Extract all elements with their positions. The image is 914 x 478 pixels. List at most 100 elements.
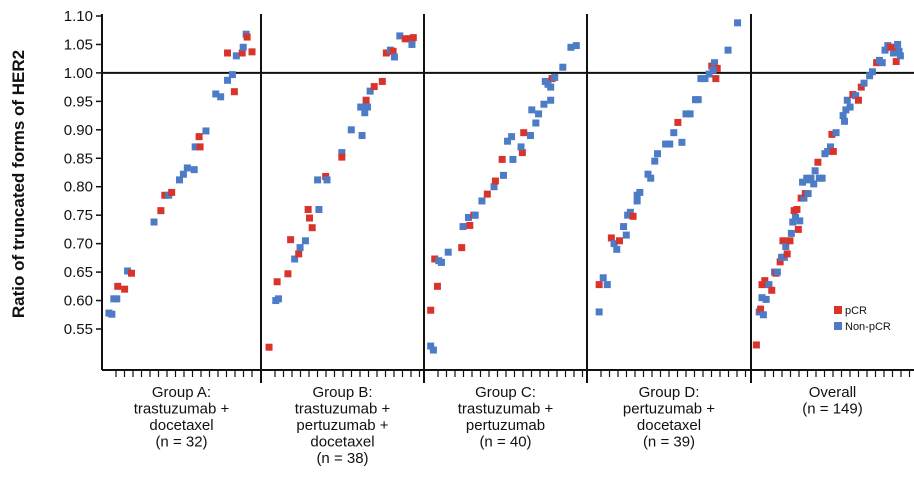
non-pcr-point <box>366 87 374 95</box>
pcr-point <box>431 255 439 263</box>
pcr-point <box>362 96 370 104</box>
pcr-point <box>230 88 238 96</box>
y-tick-label: 0.60 <box>64 293 93 310</box>
non-pcr-point <box>824 147 832 155</box>
pcr-point <box>273 278 281 286</box>
group-label-line: trastuzumab + <box>458 401 554 418</box>
non-pcr-point <box>508 133 516 141</box>
non-pcr-point <box>818 174 826 182</box>
pcr-point <box>857 83 865 91</box>
non-pcr-point <box>773 268 781 276</box>
non-pcr-point <box>301 237 309 245</box>
non-pcr-point <box>662 140 670 148</box>
non-pcr-point <box>694 96 702 104</box>
y-tick-label: 1.10 <box>64 8 93 25</box>
non-pcr-point <box>686 110 694 118</box>
pcr-point <box>595 281 603 289</box>
non-pcr-point <box>559 63 567 71</box>
non-pcr-point <box>464 213 472 221</box>
non-pcr-point <box>183 164 191 172</box>
non-pcr-point <box>490 183 498 191</box>
pcr-point <box>265 343 273 351</box>
pcr-point <box>629 212 637 220</box>
non-pcr-point <box>792 213 800 221</box>
non-pcr-point <box>840 117 848 125</box>
legend-swatch <box>834 306 842 314</box>
pcr-point <box>758 281 766 289</box>
legend-swatch <box>834 322 842 330</box>
group-label-line: trastuzumab + <box>295 401 391 418</box>
non-pcr-point <box>526 132 534 140</box>
non-pcr-point <box>224 76 232 84</box>
non-pcr-point <box>705 70 713 78</box>
non-pcr-point <box>232 52 240 60</box>
non-pcr-point <box>811 167 819 175</box>
non-pcr-point <box>427 342 435 350</box>
pcr-point <box>248 48 256 56</box>
non-pcr-point <box>842 106 850 114</box>
group-points-group-d <box>595 19 742 316</box>
non-pcr-point <box>654 150 661 158</box>
non-pcr-point <box>636 188 644 196</box>
group-labels: Group A:trastuzumab +docetaxel(n = 32)Gr… <box>134 384 863 467</box>
y-tick-label: 0.70 <box>64 236 93 253</box>
group-label-line: (n = 40) <box>479 434 531 451</box>
non-pcr-point <box>338 149 346 157</box>
non-pcr-point <box>804 190 812 198</box>
non-pcr-point <box>500 171 507 179</box>
non-pcr-point <box>212 90 220 98</box>
y-tick-label: 0.75 <box>64 207 93 224</box>
non-pcr-point <box>599 274 607 282</box>
pcr-point <box>794 225 802 233</box>
non-pcr-point <box>532 119 540 127</box>
non-pcr-point <box>647 174 655 182</box>
non-pcr-point <box>323 176 331 184</box>
non-pcr-point <box>620 223 628 231</box>
non-pcr-point <box>709 66 717 74</box>
non-pcr-point <box>357 103 365 111</box>
non-pcr-point <box>789 218 797 226</box>
non-pcr-point <box>644 170 652 178</box>
non-pcr-point <box>190 166 198 174</box>
data-points <box>105 19 904 354</box>
pcr-point <box>433 282 441 290</box>
pcr-point <box>491 177 499 185</box>
y-tick-label: 0.65 <box>64 264 93 281</box>
pcr-point <box>752 341 760 349</box>
pcr-point <box>161 191 169 199</box>
non-pcr-point <box>296 244 304 252</box>
y-tick-label: 1.00 <box>64 65 93 82</box>
pcr-point <box>712 75 720 83</box>
pcr-point <box>483 190 491 198</box>
group-label-line: (n = 39) <box>643 434 695 451</box>
pcr-point <box>779 237 787 245</box>
non-pcr-point <box>478 197 486 205</box>
non-pcr-point <box>832 129 840 137</box>
non-pcr-point <box>202 127 210 135</box>
axes <box>101 14 914 383</box>
non-pcr-point <box>762 295 770 303</box>
pcr-point <box>121 285 129 293</box>
group-label-line: trastuzumab + <box>134 401 230 418</box>
pcr-point <box>887 43 895 51</box>
pcr-point <box>127 269 135 277</box>
group-label-line: Group D: <box>639 384 700 401</box>
non-pcr-point <box>787 229 795 237</box>
pcr-point <box>378 77 386 85</box>
non-pcr-point <box>551 73 559 81</box>
non-pcr-point <box>895 47 903 55</box>
group-label-line: pertuzumab + <box>623 401 715 418</box>
non-pcr-point <box>765 281 773 289</box>
pcr-point <box>466 221 474 229</box>
non-pcr-point <box>701 75 709 83</box>
group-label-line: docetaxel <box>310 434 374 451</box>
pcr-point <box>607 234 615 242</box>
pcr-point <box>224 49 232 57</box>
non-pcr-point <box>894 40 902 48</box>
non-pcr-point <box>408 40 416 48</box>
non-pcr-point <box>603 281 611 289</box>
pcr-point <box>243 33 251 41</box>
y-tick-label: 0.55 <box>64 321 93 338</box>
non-pcr-point <box>799 178 807 186</box>
pcr-point <box>114 282 122 290</box>
